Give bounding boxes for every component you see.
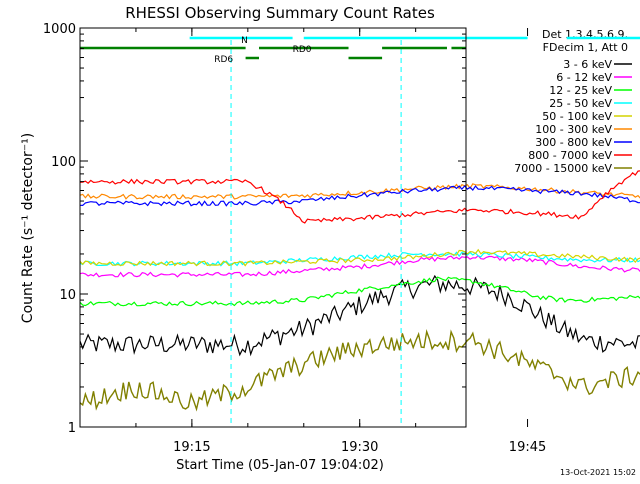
series-line-6 (79, 183, 640, 200)
x-tick-label: 19:30 (341, 440, 378, 455)
legend-label-1: 3 - 6 keV (563, 58, 612, 71)
legend-label-2: 6 - 12 keV (556, 71, 612, 84)
rd6-label: RD6 (214, 55, 233, 65)
series-line-1 (79, 274, 640, 357)
y-tick-label: 100 (51, 155, 76, 170)
series-line-5 (79, 248, 640, 267)
series-line-9 (79, 329, 640, 412)
rd0-label: RD0 (293, 45, 312, 55)
series-line-2 (79, 254, 640, 278)
y-tick-label: 1 (68, 421, 76, 436)
x-tick-label: 19:15 (173, 440, 210, 455)
series-line-4 (79, 251, 640, 267)
legend-label-4: 25 - 50 keV (549, 97, 612, 110)
x-tick-label: 19:45 (509, 440, 546, 455)
y-tick-label: 1000 (43, 22, 76, 37)
legend-label-7: 300 - 800 keV (535, 136, 612, 149)
night-flag-label: N (241, 36, 248, 46)
x-axis-label: Start Time (05-Jan-07 19:04:02) (176, 458, 384, 473)
legend-label-5: 50 - 100 keV (542, 110, 612, 123)
series-line-3 (79, 276, 640, 307)
legend-label-3: 12 - 25 keV (549, 84, 612, 97)
series-line-7 (79, 185, 640, 207)
legend-label-6: 100 - 300 keV (535, 123, 612, 136)
plot-frame (79, 27, 467, 428)
legend-label-8: 800 - 7000 keV (528, 149, 612, 162)
render-timestamp: 13-Oct-2021 15:02 (560, 468, 636, 477)
legend-label-9: 7000 - 15000 keV (514, 162, 612, 175)
y-axis-label: Count Rate (s⁻¹ detector⁻¹) (20, 133, 36, 323)
series-line-8 (79, 170, 640, 224)
chart-title: RHESSI Observing Summary Count Rates (125, 4, 435, 22)
legend-header-line-2: FDecim 1, Att 0 (543, 41, 628, 54)
y-tick-label: 10 (59, 288, 76, 303)
